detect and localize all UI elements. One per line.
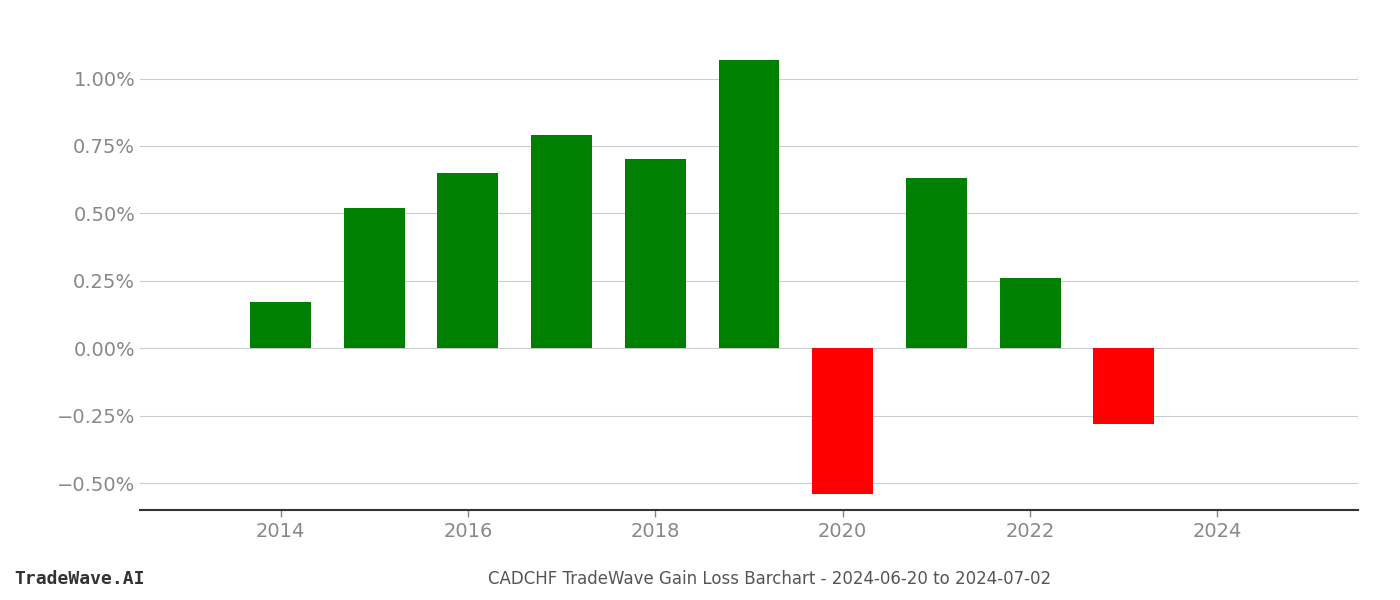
Bar [1000, 278, 1061, 348]
Bar [344, 208, 405, 348]
Text: TradeWave.AI: TradeWave.AI [14, 570, 144, 588]
Bar [812, 348, 874, 494]
Bar [624, 160, 686, 348]
Bar [1093, 348, 1154, 424]
Bar [718, 59, 780, 348]
Bar [531, 135, 592, 348]
Bar [906, 178, 967, 348]
Text: CADCHF TradeWave Gain Loss Barchart - 2024-06-20 to 2024-07-02: CADCHF TradeWave Gain Loss Barchart - 20… [489, 570, 1051, 588]
Bar [437, 173, 498, 348]
Bar [251, 302, 311, 348]
